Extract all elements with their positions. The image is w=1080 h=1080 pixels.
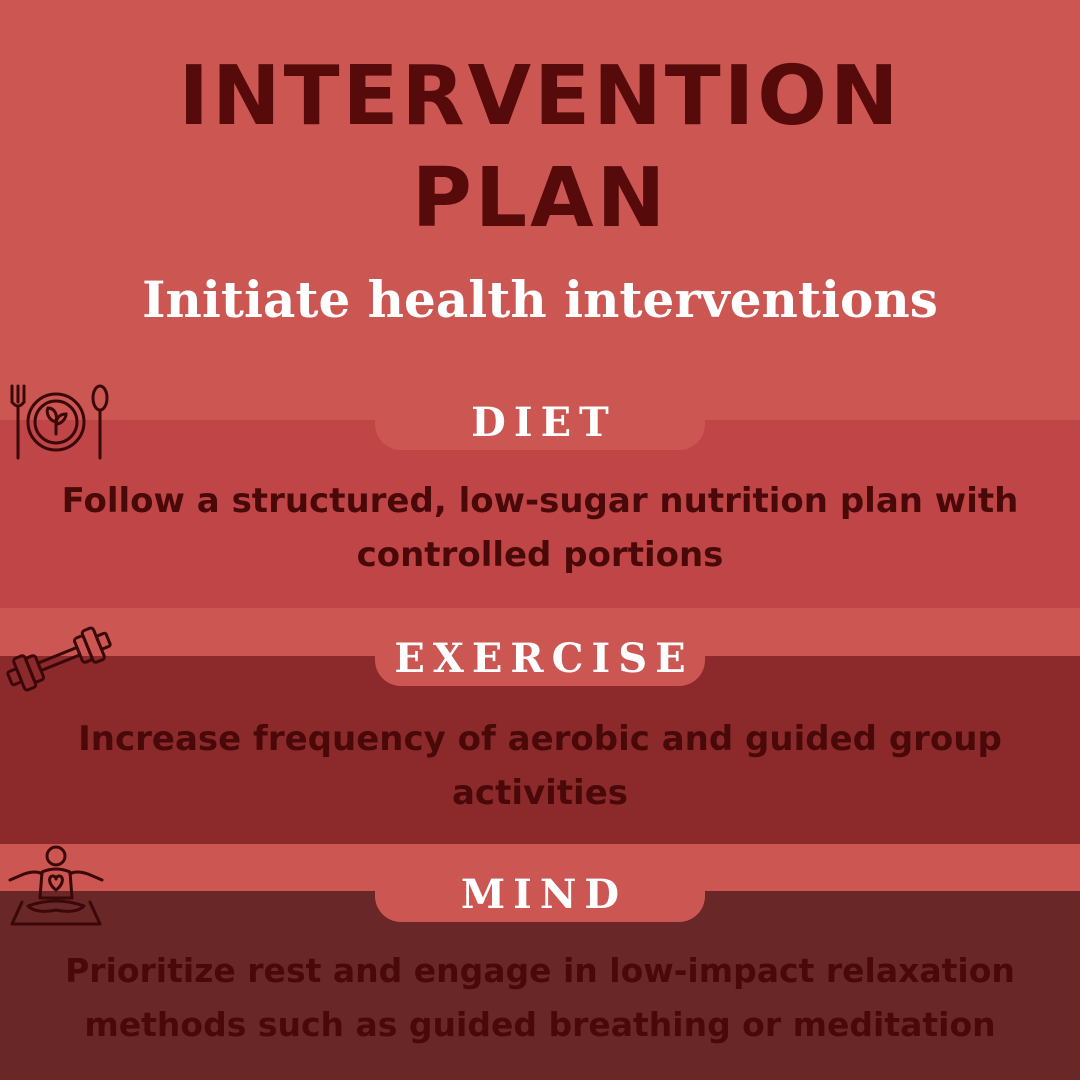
page-title-line2: PLAN [411, 151, 669, 246]
dumbbell-icon [6, 626, 112, 692]
page-subtitle: Initiate health interventions [142, 270, 938, 329]
meditation-heart-icon [8, 845, 104, 926]
diet-label-pill: DIET [375, 394, 705, 450]
exercise-label: EXERCISE [394, 634, 694, 682]
diet-description: Follow a structured, low-sugar nutrition… [61, 481, 1019, 575]
mind-description: Prioritize rest and engage in low-impact… [65, 951, 1015, 1044]
exercise-description: Increase frequency of aerobic and guided… [78, 719, 1002, 813]
mind-label: MIND [460, 870, 628, 918]
exercise-label-pill: EXERCISE [375, 630, 705, 686]
mind-label-pill: MIND [375, 866, 705, 922]
diet-section-band [0, 420, 1080, 608]
exercise-section-band [0, 656, 1080, 844]
page-title-line1: INTERVENTION [178, 49, 902, 144]
plate-fork-spoon-icon [10, 384, 109, 460]
mind-section-band [0, 891, 1080, 1080]
diet-label: DIET [471, 398, 617, 446]
